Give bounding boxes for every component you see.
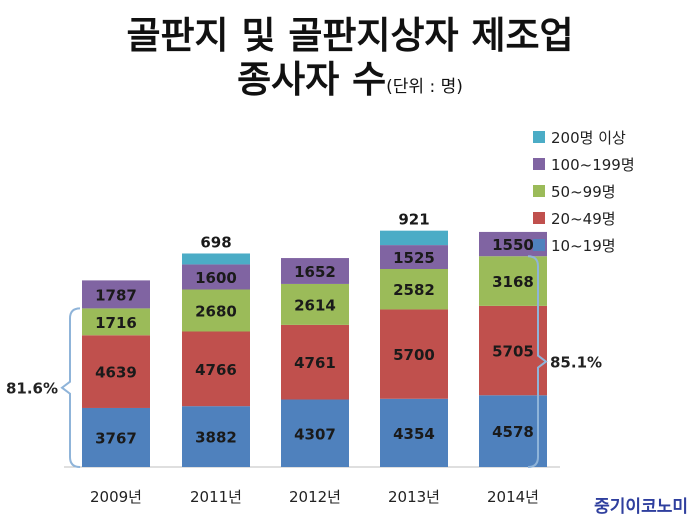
legend-swatch-3 — [533, 185, 545, 197]
bar-segment-2-1 — [82, 335, 150, 408]
chart-title-unit: (단위 : 명) — [386, 77, 463, 97]
data-label-5-2: 698 — [200, 233, 231, 251]
legend-label-5: 10~19명 — [551, 237, 616, 255]
left-bracket-label: 81.6% — [6, 380, 58, 398]
bar-segment-4-4 — [380, 245, 448, 269]
left-bracket — [60, 307, 81, 468]
chart-title-line1: 골판지 및 골판지상자 제조업 — [126, 14, 574, 57]
bar-segment-3-4 — [380, 268, 448, 310]
bar-segment-1-1 — [82, 407, 150, 467]
data-label-3-3: 2614 — [294, 296, 336, 314]
x-tick-label-4: 2013년 — [388, 488, 440, 506]
data-label-4-5: 1550 — [492, 236, 534, 254]
bar-segment-1-4 — [380, 398, 448, 467]
data-label-1-3: 4307 — [294, 425, 336, 443]
bar-segment-4-2 — [182, 264, 250, 290]
bar-segment-4-1 — [82, 280, 150, 309]
legend-swatch-2 — [533, 158, 545, 170]
data-label-4-4: 1525 — [393, 249, 435, 267]
bar-segment-5-2 — [182, 253, 250, 265]
data-label-4-3: 1652 — [294, 263, 336, 281]
data-label-2-4: 5700 — [393, 346, 435, 364]
bar-segment-3-3 — [281, 283, 349, 325]
bar-segment-3-1 — [82, 308, 150, 336]
data-label-3-2: 2680 — [195, 302, 237, 320]
brand-logo: 중기이코노미 — [594, 497, 688, 517]
right-bracket-label: 85.1% — [550, 354, 602, 372]
data-label-1-5: 4578 — [492, 423, 534, 441]
legend-swatch-4 — [533, 212, 545, 224]
bar-segment-2-2 — [182, 331, 250, 407]
x-tick-label-2: 2011년 — [190, 488, 242, 506]
legend-swatch-1 — [533, 131, 545, 143]
right-bracket — [527, 255, 548, 468]
data-label-1-2: 3882 — [195, 429, 237, 447]
data-label-2-2: 4766 — [195, 361, 237, 379]
bar-segment-3-5 — [479, 256, 547, 306]
data-label-2-1: 4639 — [95, 364, 137, 382]
legend-label-1: 200명 이상 — [551, 129, 626, 147]
chart-title-line2: 종사자 수(단위 : 명) — [0, 58, 700, 109]
legend-label-4: 20~49명 — [551, 210, 616, 228]
data-label-2-5: 5705 — [492, 343, 534, 361]
bar-segment-1-2 — [182, 406, 250, 467]
legend-label-2: 100~199명 — [551, 156, 635, 174]
x-tick-label-3: 2012년 — [289, 488, 341, 506]
x-tick-label-5: 2014년 — [487, 488, 539, 506]
legend-swatch-5 — [533, 239, 545, 251]
bar-segment-1-5 — [479, 395, 547, 467]
chart-title-main: 종사자 수 — [237, 58, 387, 101]
bar-segment-3-2 — [182, 289, 250, 332]
bar-segment-1-3 — [281, 399, 349, 467]
data-label-2-3: 4761 — [294, 354, 336, 372]
bar-segment-2-5 — [479, 305, 547, 396]
data-label-5-4: 921 — [398, 211, 429, 229]
data-label-3-5: 3168 — [492, 273, 534, 291]
legend-label-3: 50~99명 — [551, 183, 616, 201]
data-label-4-1: 1787 — [95, 286, 137, 304]
bar-segment-4-3 — [281, 258, 349, 284]
data-label-3-1: 1716 — [95, 314, 137, 332]
bar-segment-2-4 — [380, 309, 448, 399]
bar-segment-2-3 — [281, 324, 349, 400]
bar-segment-5-4 — [380, 230, 448, 246]
x-tick-label-1: 2009년 — [90, 488, 142, 506]
data-label-4-2: 1600 — [195, 269, 237, 287]
chart-title: 골판지 및 골판지상자 제조업 종사자 수(단위 : 명) — [0, 14, 700, 109]
data-label-1-4: 4354 — [393, 425, 435, 443]
data-label-1-1: 3767 — [95, 429, 137, 447]
data-label-3-4: 2582 — [393, 281, 435, 299]
